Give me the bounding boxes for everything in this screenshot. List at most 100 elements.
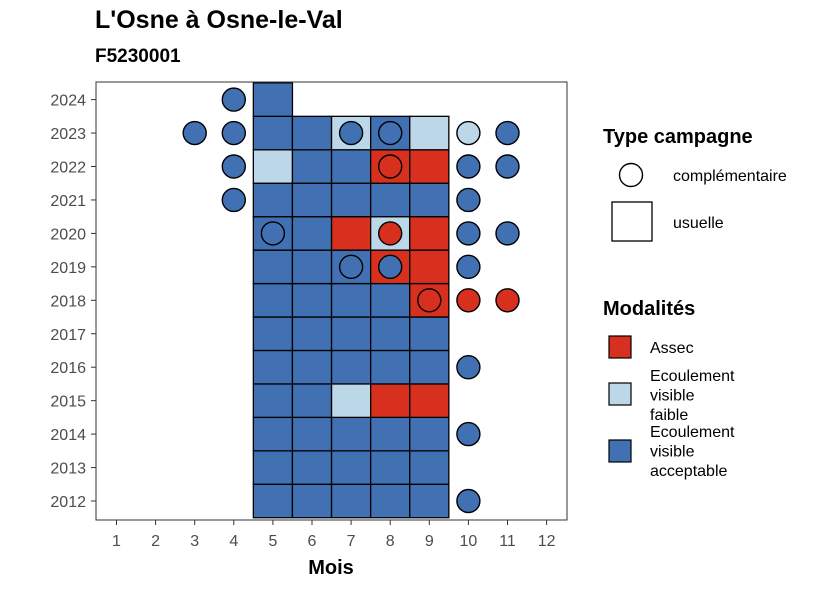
tile-2018-5 (252, 282, 294, 318)
point-2019-7 (338, 254, 364, 280)
tile-2018-8 (369, 282, 411, 318)
point-2022-11 (495, 154, 520, 179)
tile-2013-8 (369, 450, 411, 485)
tile-2022-6 (291, 149, 333, 184)
tile-2013-5 (252, 450, 294, 485)
x-tick-label: 5 (268, 533, 277, 550)
y-tick-label: 2022 (50, 160, 86, 177)
x-axis: 1 2 3 4 5 6 7 8 9 10 11 12 (112, 520, 556, 550)
point-2021-10 (456, 187, 481, 213)
tile-2019-6 (291, 249, 333, 285)
tile-2023-6 (291, 115, 333, 151)
point-2019-10 (456, 254, 481, 280)
legend-label-line: faible (650, 407, 688, 424)
tile-2023-9 (409, 115, 450, 151)
point-2012-10 (456, 488, 481, 514)
x-axis-title: Mois (308, 557, 354, 579)
plot-panel-border (95, 81, 568, 521)
legend-label-line: Ecoulement (650, 424, 735, 441)
tile-2014-9 (409, 416, 450, 452)
point-2023-4 (221, 120, 247, 146)
tile-2021-9 (409, 182, 450, 218)
tile-2012-6 (291, 483, 333, 519)
point-2016-10 (456, 355, 481, 380)
tile-2016-7 (330, 349, 372, 385)
tile-2013-6 (291, 450, 333, 485)
x-tick-label: 7 (347, 533, 356, 550)
point-2022-8 (378, 154, 403, 179)
tile-2022-5 (252, 149, 294, 184)
point-2014-10 (456, 421, 481, 447)
tile-2012-7 (330, 483, 372, 519)
point-2020-8 (378, 221, 403, 246)
x-tick-label: 1 (112, 533, 121, 550)
x-tick-label: 8 (386, 533, 395, 550)
tile-2018-7 (330, 282, 372, 318)
tile-2018-6 (291, 282, 333, 318)
legend-label-complementaire: complémentaire (673, 168, 787, 185)
y-tick-label: 2021 (50, 193, 86, 210)
legend-label-line: acceptable (650, 463, 727, 480)
y-tick-label: 2013 (50, 461, 86, 478)
y-tick-label: 2017 (50, 327, 86, 344)
tile-2017-6 (291, 316, 333, 352)
tile-2021-7 (330, 182, 372, 218)
tile-2021-8 (369, 182, 411, 218)
legend-key-ecoulement-visible-faible (608, 382, 632, 406)
x-tick-label: 2 (151, 533, 160, 550)
point-2023-8 (378, 120, 403, 146)
tile-2021-6 (291, 182, 333, 218)
tile-2016-9 (409, 349, 450, 385)
tile-2019-9 (409, 249, 450, 285)
legend-title-type-campagne: Type campagne (603, 126, 753, 148)
tile-2020-9 (409, 216, 450, 251)
x-tick-label: 12 (538, 533, 556, 550)
tile-2017-7 (330, 316, 372, 352)
point-2024-4 (221, 87, 247, 112)
y-tick-label: 2020 (50, 226, 86, 243)
point-2023-10 (456, 120, 481, 146)
point-2018-9 (417, 288, 442, 313)
legend: Type campagne complémentaire usuelle Modali… (603, 126, 787, 480)
legend-key-square (611, 201, 653, 242)
tile-2015-9 (409, 383, 450, 419)
point-2020-10 (456, 221, 481, 246)
tile-2019-5 (252, 249, 294, 285)
x-tick-label: 11 (499, 533, 516, 550)
tile-2017-9 (409, 316, 450, 352)
tile-2014-7 (330, 416, 372, 452)
x-tick-label: 3 (190, 533, 199, 550)
x-tick-label: 4 (229, 533, 238, 550)
tile-2015-5 (252, 383, 294, 419)
point-2021-4 (221, 187, 247, 213)
tile-2016-8 (369, 349, 411, 385)
tile-2017-5 (252, 316, 294, 352)
legend-label-line: Assec (650, 340, 694, 357)
tile-2023-5 (252, 115, 294, 151)
chart-subtitle: F5230001 (95, 46, 181, 67)
y-tick-label: 2019 (50, 260, 86, 277)
legend-label-line: Ecoulement (650, 368, 735, 385)
point-2023-11 (495, 120, 520, 146)
legend-key-circle (618, 162, 644, 188)
tile-2016-5 (252, 349, 294, 385)
y-tick-label: 2015 (50, 394, 86, 411)
y-tick-label: 2014 (50, 427, 86, 444)
point-2018-10 (456, 288, 481, 313)
y-tick-label: 2016 (50, 360, 86, 377)
tile-2016-6 (291, 349, 333, 385)
complementaire-points (182, 87, 520, 514)
tile-2015-8 (369, 383, 411, 419)
tile-2021-5 (252, 182, 294, 218)
legend-title-modalites: Modalités (603, 298, 695, 320)
point-2022-10 (456, 154, 481, 179)
tile-2012-8 (369, 483, 411, 519)
x-tick-label: 9 (425, 533, 434, 550)
legend-label-usuelle: usuelle (673, 215, 724, 232)
tile-2012-5 (252, 483, 294, 519)
y-tick-label: 2023 (50, 126, 86, 143)
point-2019-8 (378, 254, 403, 280)
point-2020-11 (495, 221, 520, 246)
x-tick-label: 6 (308, 533, 317, 550)
